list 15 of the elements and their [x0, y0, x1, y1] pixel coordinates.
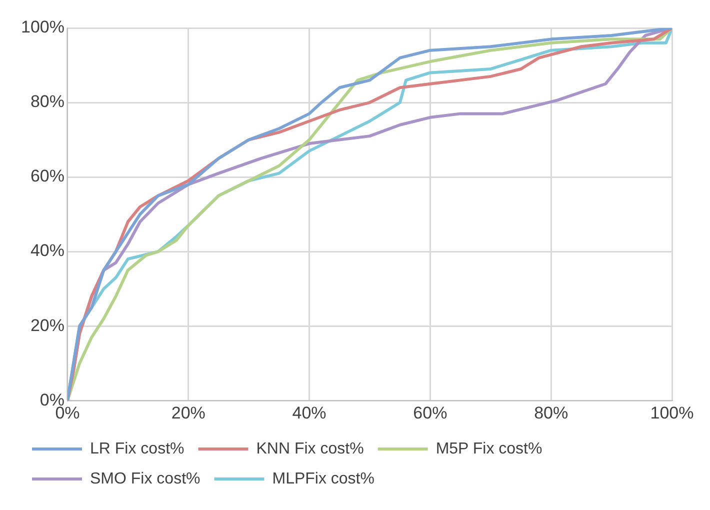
x-tick-label: 60% — [413, 403, 448, 422]
x-tick-label: 20% — [171, 403, 206, 422]
y-tick-label: 80% — [30, 92, 64, 112]
legend-label: SMO Fix cost% — [90, 470, 200, 488]
x-tick-label: 80% — [534, 403, 568, 422]
legend-label: MLPFix cost% — [272, 470, 374, 488]
y-tick-label: 20% — [30, 316, 64, 335]
y-tick-label: 60% — [30, 166, 64, 186]
legend-label: M5P Fix cost% — [436, 440, 542, 458]
x-tick-label: 40% — [292, 403, 326, 422]
legend-label: LR Fix cost% — [90, 440, 184, 458]
y-tick-label: 40% — [30, 241, 64, 260]
legend-label: KNN Fix cost% — [256, 440, 364, 458]
x-tick-label: 100% — [650, 403, 694, 422]
y-tick-label: 100% — [20, 18, 64, 37]
